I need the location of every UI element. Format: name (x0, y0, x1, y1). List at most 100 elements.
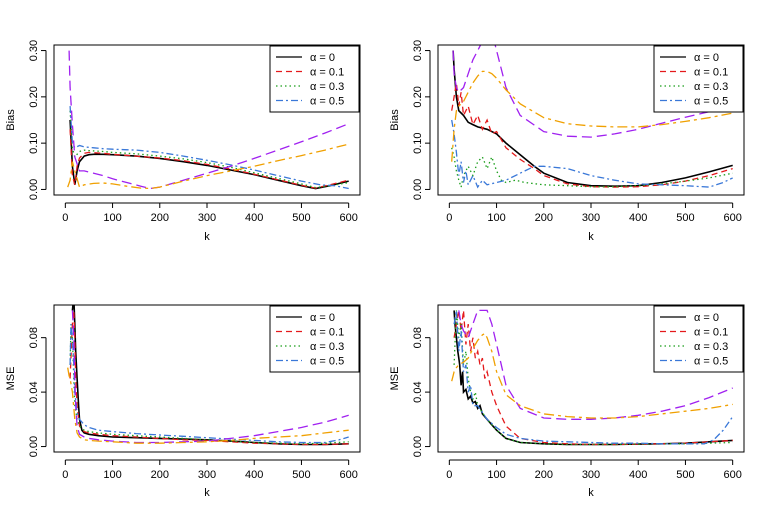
legend-label: α = 0 (310, 312, 335, 324)
panel-top-left: 0 100 200 300 400 500 600 0.00 0.10 0.20 0.30 k Bias… (5, 40, 361, 243)
series-line-extra-orange (451, 70, 733, 162)
legend-label: α = 0.5 (310, 96, 344, 108)
legend-label: α = 0.3 (694, 81, 728, 93)
series-line-extra-orange (67, 143, 349, 190)
y-axis-title: MSE (389, 367, 401, 391)
panel-bottom-left: 0 100 200 300 400 500 600 0.00 0.04 0.08 k MSE α = 0… (5, 304, 361, 499)
x-axis-title: k (204, 487, 210, 499)
legend-label: α = 0.3 (310, 81, 344, 93)
series-line-0.5 (451, 119, 733, 189)
x-tick-label: 0 (62, 469, 68, 481)
series-line-extra-purple (452, 45, 733, 138)
x-tick-label: 200 (151, 469, 169, 481)
y-tick-label: 0.20 (412, 86, 424, 107)
y-tick-label: 0.00 (412, 436, 424, 457)
panel-top-right: 0 100 200 300 400 500 600 0.00 0.10 0.20 0.30 k Bias… (389, 40, 745, 243)
x-tick-label: 600 (723, 212, 741, 224)
x-tick-label: 500 (292, 469, 310, 481)
x-tick-label: 300 (582, 469, 600, 481)
x-tick-label: 100 (487, 469, 505, 481)
plot-frame (437, 304, 745, 453)
legend-label: α = 0.5 (694, 356, 728, 368)
y-tick-label: 0.00 (28, 436, 40, 457)
y-tick-label: 0.10 (412, 132, 424, 153)
plot-frame (53, 304, 361, 453)
series-line-0.3 (453, 310, 733, 446)
series-line-0.5 (69, 106, 349, 190)
legend: α = 0 α = 0.1 α = 0.3 α = 0.5 (269, 305, 360, 373)
x-tick-label: 500 (676, 469, 694, 481)
y-tick-label: 0.00 (28, 179, 40, 200)
plot-frame (53, 44, 361, 196)
x-tick-label: 600 (339, 469, 357, 481)
x-tick-label: 100 (103, 469, 121, 481)
x-tick-label: 0 (446, 212, 452, 224)
y-tick-label: 0.30 (412, 40, 424, 61)
x-tick-label: 200 (151, 212, 169, 224)
series-line-extra-purple (68, 50, 349, 190)
x-tick-label: 400 (629, 212, 647, 224)
series-line-extra-purple (458, 309, 733, 420)
x-tick-label: 200 (535, 212, 553, 224)
y-tick-label: 0.30 (28, 40, 40, 61)
series-group (67, 305, 349, 446)
series-line-extra-purple (71, 310, 349, 444)
y-tick-label: 0.00 (412, 179, 424, 200)
legend-label: α = 0 (694, 52, 719, 64)
legend-label: α = 0.5 (694, 96, 728, 108)
series-group (67, 50, 349, 190)
y-axis-title: Bias (5, 109, 17, 131)
legend-label: α = 0 (694, 312, 719, 324)
series-line-0.1 (69, 310, 349, 446)
x-tick-label: 100 (487, 212, 505, 224)
x-tick-label: 300 (198, 212, 216, 224)
legend: α = 0 α = 0.1 α = 0.3 α = 0.5 (269, 45, 360, 113)
series-line-extra-orange (451, 332, 733, 419)
x-tick-label: 400 (629, 469, 647, 481)
x-tick-label: 0 (62, 212, 68, 224)
series-line-0.3 (69, 110, 349, 189)
x-tick-label: 300 (582, 212, 600, 224)
legend-label: α = 0.1 (310, 327, 344, 339)
x-axis-title: k (204, 231, 210, 243)
x-tick-label: 300 (198, 469, 216, 481)
x-tick-label: 600 (723, 469, 741, 481)
y-tick-label: 0.08 (412, 327, 424, 348)
legend: α = 0 α = 0.1 α = 0.3 α = 0.5 (653, 305, 744, 373)
x-tick-label: 500 (676, 212, 694, 224)
legend-label: α = 0 (310, 52, 335, 64)
x-tick-label: 500 (292, 212, 310, 224)
y-tick-label: 0.20 (28, 86, 40, 107)
legend-label: α = 0.3 (694, 341, 728, 353)
series-line-0.3 (451, 147, 733, 190)
series-line-0.5 (453, 310, 734, 445)
series-group (451, 309, 734, 446)
x-tick-label: 100 (103, 212, 121, 224)
series-line-0.1 (451, 82, 733, 188)
x-tick-label: 400 (245, 469, 263, 481)
legend-label: α = 0.5 (310, 356, 344, 368)
x-tick-label: 400 (245, 212, 263, 224)
series-line-0.3 (69, 324, 349, 445)
plot-frame (437, 44, 745, 196)
y-axis-title: MSE (5, 367, 17, 391)
y-tick-label: 0.10 (28, 132, 40, 153)
legend-label: α = 0.1 (310, 67, 344, 79)
legend-label: α = 0.3 (310, 341, 344, 353)
x-axis-title: k (588, 231, 594, 243)
x-axis-title: k (588, 487, 594, 499)
panel-bottom-right: 0 100 200 300 400 500 600 0.00 0.04 0.08 k MSE α = 0… (389, 304, 745, 499)
series-line-0 (452, 50, 733, 188)
series-line-0.1 (453, 310, 733, 446)
series-line-0.1 (69, 129, 349, 189)
y-tick-label: 0.04 (28, 381, 40, 402)
y-axis-title: Bias (389, 109, 401, 131)
legend-label: α = 0.1 (694, 67, 728, 79)
legend-label: α = 0.1 (694, 327, 728, 339)
y-tick-label: 0.04 (412, 381, 424, 402)
y-tick-label: 0.08 (28, 327, 40, 348)
legend: α = 0 α = 0.1 α = 0.3 α = 0.5 (653, 45, 744, 113)
series-group (451, 45, 733, 190)
x-tick-label: 600 (339, 212, 357, 224)
